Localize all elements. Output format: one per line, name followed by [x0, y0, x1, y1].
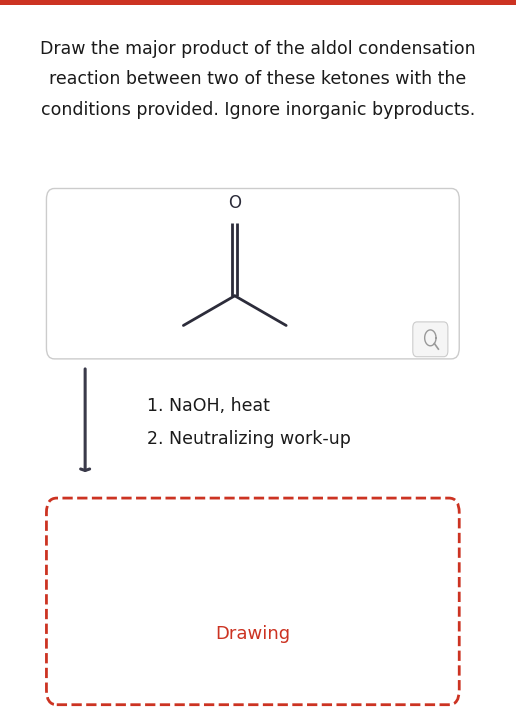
Text: O: O — [228, 194, 241, 212]
Text: Drawing: Drawing — [215, 626, 291, 643]
Text: Draw the major product of the aldol condensation: Draw the major product of the aldol cond… — [40, 40, 476, 58]
Text: 2. Neutralizing work-up: 2. Neutralizing work-up — [147, 430, 351, 447]
Text: 1. NaOH, heat: 1. NaOH, heat — [147, 397, 270, 415]
FancyBboxPatch shape — [46, 498, 459, 705]
Text: conditions provided. Ignore inorganic byproducts.: conditions provided. Ignore inorganic by… — [41, 101, 475, 119]
FancyBboxPatch shape — [46, 188, 459, 359]
Text: reaction between two of these ketones with the: reaction between two of these ketones wi… — [50, 70, 466, 88]
FancyBboxPatch shape — [413, 322, 448, 357]
Bar — [0, 0, 516, 5]
